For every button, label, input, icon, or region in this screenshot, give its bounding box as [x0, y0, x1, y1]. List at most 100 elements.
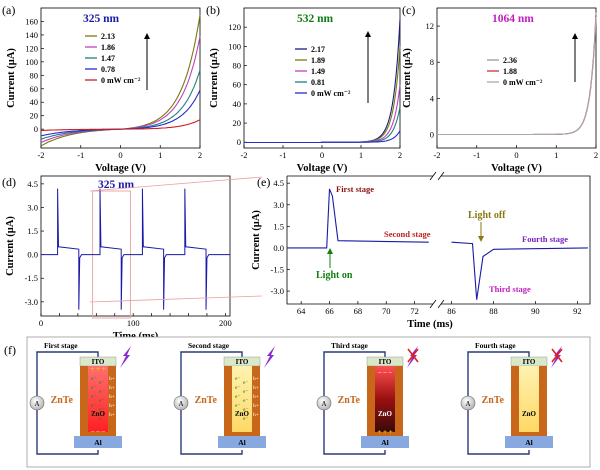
e-first-stage-label: First stage: [336, 184, 374, 194]
e-axes-frame: [286, 175, 591, 305]
panel-c-label: (c): [402, 3, 415, 17]
a-ytick-label: 120: [25, 43, 38, 53]
e-xtick-label: 70: [382, 306, 391, 316]
stage-title: First stage: [44, 341, 78, 350]
e-xtick-label: 68: [354, 306, 363, 316]
hole-carrier: h+: [109, 412, 115, 418]
b-legend-entry: 0 mW cm⁻²: [311, 89, 351, 98]
electron-carrier: e⁻: [243, 398, 248, 404]
electron-carrier: e⁻: [243, 416, 248, 422]
c-ylabel: Current (µA): [402, 48, 413, 108]
a-ytick-label: 20: [30, 111, 39, 121]
ammeter: [29, 395, 45, 411]
electron-carrier: e⁻: [91, 376, 96, 382]
zno-label: ZnO: [91, 410, 106, 418]
a-legend-entry: 0.78: [101, 65, 115, 74]
b-series-4: [244, 130, 401, 144]
ito-label: ITO: [92, 358, 105, 366]
panel-b-label: (b): [206, 3, 220, 17]
b-legend-entry: 1.89: [311, 56, 325, 65]
c-title: 1064 nm: [492, 13, 534, 25]
panel-f-stage-schematics: First stageAITOZnOAlZnTeh+e⁻e⁻h+e⁻e⁻h+e⁻…: [29, 341, 563, 455]
e-signal-left: [287, 188, 429, 249]
e-light-on-label: Light on: [316, 270, 353, 281]
a-series-4: [40, 119, 201, 132]
a-ytick-label: 40: [30, 97, 39, 107]
al-label: Al: [94, 438, 102, 447]
b-ytick-label: 0: [237, 137, 241, 147]
hole-carrier: h+: [253, 394, 259, 400]
b-xlabel: Voltage (V): [297, 163, 348, 174]
d-xtick-label: 100: [127, 318, 140, 328]
panel-a-label: (a): [2, 3, 15, 17]
c-series-2: [437, 16, 597, 136]
hole-carrier: h+: [109, 394, 115, 400]
e-ytick-label: -1.5: [271, 264, 284, 274]
stage-2: Second stageAITOZnOAlZnTeh+e⁻e⁻h+e⁻e⁻h+e…: [173, 341, 275, 455]
d-ytick-label: 4.5: [27, 179, 38, 189]
b-ytick-label: 80: [233, 61, 242, 71]
a-ylabel: Current (µA): [6, 48, 17, 108]
hole-carrier: h+: [253, 376, 259, 382]
a-xtick-label: 0: [118, 150, 122, 160]
hole-carrier: h+: [109, 385, 115, 391]
light-bolt-icon: [264, 346, 275, 368]
e-light-off-label: Light off: [468, 210, 506, 221]
ammeter-label: A: [178, 400, 183, 408]
e-ytick-label: 3.0: [273, 200, 284, 210]
al-electrode: [74, 436, 122, 448]
light-off-cross-icon: [407, 348, 419, 363]
c-xtick-label: 0: [514, 150, 518, 160]
zno-core: [375, 366, 395, 432]
electron-carrier: e⁻: [235, 385, 240, 391]
c-xtick-label: 1: [554, 150, 558, 160]
stage-3: Third stage A ITO ZnO Al ZnTe – – – + + +: [316, 341, 419, 455]
e-xtick-label: 86: [447, 306, 456, 316]
zoom-line-top: [89, 176, 263, 192]
ammeter-label: A: [465, 400, 470, 408]
panel-d-label: (d): [2, 175, 16, 189]
a-title: 325 nm: [83, 13, 120, 25]
c-xlabel: Voltage (V): [491, 163, 542, 174]
c-arrow-head: [572, 33, 578, 39]
electron-carrier: e⁻: [91, 403, 96, 409]
b-ytick-label: 20: [233, 118, 242, 128]
electron-carrier: e⁻: [99, 407, 104, 413]
electron-carrier: e⁻: [235, 376, 240, 382]
hole-carrier: h+: [109, 376, 115, 382]
e-fourth-stage-label: Fourth stage: [522, 234, 568, 244]
ito-label: ITO: [379, 358, 392, 366]
electron-carrier: e⁻: [91, 394, 96, 400]
e-signal-right: [451, 241, 588, 300]
znte-label: ZnTe: [195, 395, 218, 406]
b-ytick-label: 60: [233, 80, 242, 90]
e-xtick-label: 88: [489, 306, 498, 316]
a-ytick-label: 80: [30, 70, 39, 80]
d-xlabel: Time (ms): [113, 331, 159, 342]
electron-carrier: e⁻: [91, 412, 96, 418]
e-ytick-label: -3.0: [271, 286, 284, 296]
al-label: Al: [525, 438, 533, 447]
znte-label: ZnTe: [338, 395, 361, 406]
ito-label: ITO: [236, 358, 249, 366]
negative-charges: – – –: [90, 427, 106, 435]
electron-carrier: e⁻: [99, 389, 104, 395]
b-xtick-label: -2: [240, 150, 247, 160]
e-axis-break: [429, 171, 437, 181]
c-legend-entry: 1.88: [503, 67, 517, 76]
b-title: 532 nm: [297, 13, 334, 25]
a-ytick-label: 140: [25, 30, 38, 40]
e-light-off-arrow-head: [478, 236, 484, 242]
e-second-stage-label: Second stage: [384, 229, 431, 239]
b-series-3: [244, 106, 401, 144]
electron-carrier: e⁻: [91, 385, 96, 391]
a-xtick-label: -2: [37, 150, 44, 160]
ammeter: [173, 395, 189, 411]
a-ytick-label: 60: [30, 84, 39, 94]
e-xtick-label: 64: [297, 306, 306, 316]
c-ytick-label: 4: [430, 93, 435, 103]
d-ytick-label: -3.0: [25, 297, 38, 307]
d-ytick-label: 0.0: [27, 250, 38, 260]
e-axis-break: [437, 299, 445, 309]
